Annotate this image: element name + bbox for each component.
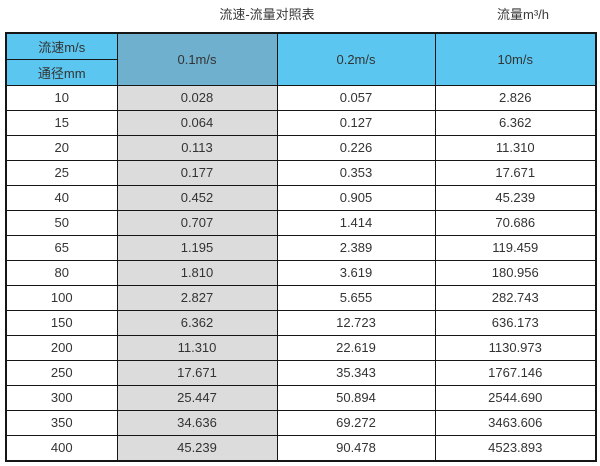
corner-velocity-label: 流速m/s (5, 32, 118, 60)
table-row: 250 17.671 35.343 1767.146 (5, 359, 597, 386)
diameter-cell: 100 (5, 284, 118, 311)
col-header-0-2ms: 0.2m/s (276, 32, 436, 86)
flow-cell: 11.310 (116, 334, 278, 361)
flow-cell: 22.619 (276, 334, 436, 361)
flow-cell: 12.723 (276, 309, 436, 336)
flow-cell: 1130.973 (434, 334, 597, 361)
flow-cell: 180.956 (434, 259, 597, 286)
flow-rate-table: 流速m/s 0.1m/s 0.2m/s 10m/s 通径mm 10 0.028 … (5, 32, 597, 462)
header-row-bottom: 通径mm (5, 58, 596, 86)
table-title: 流速-流量对照表 (219, 7, 315, 22)
flow-cell: 17.671 (434, 159, 597, 186)
flow-cell: 70.686 (434, 209, 597, 236)
flow-cell: 6.362 (434, 109, 597, 136)
diameter-cell: 50 (5, 209, 118, 236)
diameter-cell: 15 (5, 109, 118, 136)
flow-cell: 3463.606 (434, 409, 597, 436)
diameter-cell: 200 (5, 334, 118, 361)
flow-cell: 0.177 (116, 159, 278, 186)
flow-cell: 636.173 (434, 309, 597, 336)
diameter-cell: 40 (5, 184, 118, 211)
table-row: 20 0.113 0.226 11.310 (5, 134, 597, 161)
diameter-cell: 150 (5, 309, 118, 336)
table-row: 40 0.452 0.905 45.239 (5, 184, 597, 211)
flow-cell: 2.826 (434, 84, 597, 111)
diameter-cell: 80 (5, 259, 118, 286)
flow-cell: 69.272 (276, 409, 436, 436)
diameter-cell: 250 (5, 359, 118, 386)
table-row: 65 1.195 2.389 119.459 (5, 234, 597, 261)
flow-cell: 0.057 (276, 84, 436, 111)
flow-cell: 0.113 (116, 134, 278, 161)
col-header-10ms: 10m/s (434, 32, 597, 86)
table-row: 400 45.239 90.478 4523.893 (5, 434, 597, 462)
flow-cell: 50.894 (276, 384, 436, 411)
flow-cell: 3.619 (276, 259, 436, 286)
diameter-cell: 25 (5, 159, 118, 186)
corner-diameter-label: 通径mm (5, 58, 118, 86)
flow-cell: 0.452 (116, 184, 278, 211)
header-row-top: 流速m/s 0.1m/s 0.2m/s 10m/s (5, 32, 597, 86)
diameter-cell: 10 (5, 84, 118, 111)
diameter-cell: 300 (5, 384, 118, 411)
table-row: 350 34.636 69.272 3463.606 (5, 409, 597, 436)
flow-cell: 45.239 (116, 434, 278, 462)
table-row: 200 11.310 22.619 1130.973 (5, 334, 597, 361)
table-row: 300 25.447 50.894 2544.690 (5, 384, 597, 411)
flow-cell: 35.343 (276, 359, 436, 386)
flow-cell: 1.414 (276, 209, 436, 236)
table-row: 100 2.827 5.655 282.743 (5, 284, 597, 311)
flow-cell: 0.127 (276, 109, 436, 136)
flow-cell: 0.064 (116, 109, 278, 136)
table-row: 50 0.707 1.414 70.686 (5, 209, 597, 236)
flow-cell: 0.707 (116, 209, 278, 236)
flow-cell: 90.478 (276, 434, 436, 462)
flow-cell: 0.905 (276, 184, 436, 211)
col-header-0-1ms: 0.1m/s (116, 32, 278, 86)
flow-cell: 0.028 (116, 84, 278, 111)
flow-cell: 6.362 (116, 309, 278, 336)
diameter-cell: 65 (5, 234, 118, 261)
diameter-cell: 350 (5, 409, 118, 436)
flow-cell: 45.239 (434, 184, 597, 211)
flow-cell: 119.459 (434, 234, 597, 261)
flow-cell: 2544.690 (434, 384, 597, 411)
diameter-cell: 400 (5, 434, 118, 462)
flow-unit-label: 流量m³/h (496, 7, 550, 22)
flow-cell: 25.447 (116, 384, 278, 411)
diameter-cell: 20 (5, 134, 118, 161)
flow-cell: 4523.893 (434, 434, 597, 462)
flow-cell: 2.389 (276, 234, 436, 261)
table-row: 10 0.028 0.057 2.826 (5, 84, 597, 111)
flow-cell: 11.310 (434, 134, 597, 161)
flow-cell: 34.636 (116, 409, 278, 436)
flow-cell: 0.353 (276, 159, 436, 186)
flow-cell: 0.226 (276, 134, 436, 161)
flow-cell: 2.827 (116, 284, 278, 311)
table-row: 25 0.177 0.353 17.671 (5, 159, 597, 186)
flow-cell: 1.195 (116, 234, 278, 261)
flow-cell: 282.743 (434, 284, 597, 311)
table-row: 150 6.362 12.723 636.173 (5, 309, 597, 336)
flow-cell: 1767.146 (434, 359, 597, 386)
table-row: 15 0.064 0.127 6.362 (5, 109, 597, 136)
flow-cell: 17.671 (116, 359, 278, 386)
table-row: 80 1.810 3.619 180.956 (5, 259, 597, 286)
flow-cell: 1.810 (116, 259, 278, 286)
flow-cell: 5.655 (276, 284, 436, 311)
